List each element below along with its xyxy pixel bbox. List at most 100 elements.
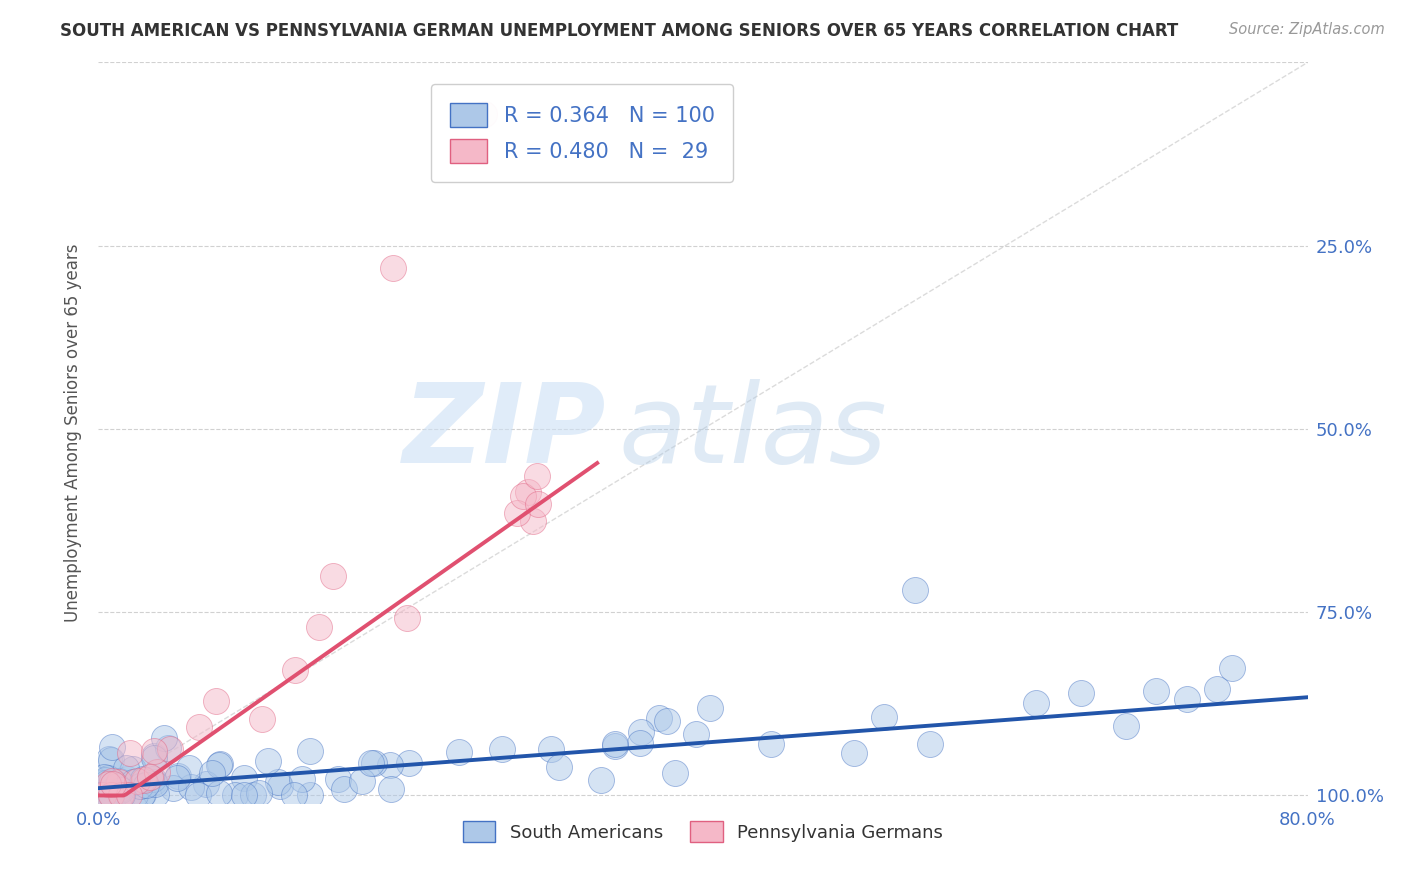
Legend: South Americans, Pennsylvania Germans: South Americans, Pennsylvania Germans <box>456 814 950 849</box>
Point <box>548 759 571 773</box>
Point <box>322 568 344 582</box>
Point <box>110 789 132 803</box>
Point <box>655 714 678 729</box>
Point <box>101 774 124 789</box>
Point <box>1115 719 1137 733</box>
Point <box>522 515 544 529</box>
Point <box>360 756 382 771</box>
Point <box>108 775 131 789</box>
Point <box>603 737 626 751</box>
Point <box>257 754 280 768</box>
Point <box>242 789 264 803</box>
Point <box>1220 661 1243 675</box>
Point <box>299 789 322 803</box>
Point <box>449 745 471 759</box>
Point <box>100 789 122 803</box>
Point <box>180 780 202 794</box>
Point <box>250 712 273 726</box>
Point <box>1175 691 1198 706</box>
Point <box>162 780 184 795</box>
Point <box>378 758 401 772</box>
Point <box>98 784 121 798</box>
Point <box>177 761 200 775</box>
Point <box>269 779 291 793</box>
Point <box>108 778 131 792</box>
Point <box>904 583 927 598</box>
Point <box>153 731 176 745</box>
Point <box>91 789 114 803</box>
Point <box>132 772 155 787</box>
Text: atlas: atlas <box>619 379 887 486</box>
Point <box>142 751 165 765</box>
Point <box>333 782 356 797</box>
Point <box>540 741 562 756</box>
Point <box>145 787 167 801</box>
Point <box>233 789 256 803</box>
Point <box>664 766 686 780</box>
Point <box>187 789 209 803</box>
Point <box>205 694 228 708</box>
Point <box>1206 681 1229 696</box>
Point <box>89 780 111 794</box>
Point <box>115 772 138 787</box>
Point <box>120 746 142 760</box>
Point <box>208 757 231 772</box>
Point <box>628 736 651 750</box>
Point <box>685 726 707 740</box>
Point <box>284 663 307 677</box>
Point <box>101 773 124 788</box>
Point <box>873 710 896 724</box>
Point <box>224 788 246 802</box>
Point <box>516 485 538 500</box>
Point <box>512 489 534 503</box>
Point <box>159 742 181 756</box>
Point <box>100 753 122 767</box>
Point <box>918 737 941 751</box>
Point <box>491 742 513 756</box>
Point <box>472 107 495 121</box>
Point <box>291 772 314 786</box>
Point <box>1024 696 1046 710</box>
Point <box>128 780 150 794</box>
Point <box>526 469 548 483</box>
Point <box>630 725 652 739</box>
Point <box>350 773 373 788</box>
Point <box>90 789 112 803</box>
Point <box>139 770 162 784</box>
Point <box>135 778 157 792</box>
Text: SOUTH AMERICAN VS PENNSYLVANIA GERMAN UNEMPLOYMENT AMONG SENIORS OVER 65 YEARS C: SOUTH AMERICAN VS PENNSYLVANIA GERMAN UN… <box>59 22 1178 40</box>
Point <box>208 756 231 771</box>
Point <box>110 783 132 797</box>
Point <box>97 780 120 795</box>
Text: ZIP: ZIP <box>402 379 606 486</box>
Point <box>247 786 270 800</box>
Point <box>308 620 330 634</box>
Point <box>167 768 190 782</box>
Point <box>90 776 112 790</box>
Point <box>105 779 128 793</box>
Point <box>124 789 146 803</box>
Point <box>131 789 153 803</box>
Point <box>91 789 114 803</box>
Point <box>380 781 402 796</box>
Point <box>132 787 155 801</box>
Point <box>648 710 671 724</box>
Point <box>699 701 721 715</box>
Point <box>298 744 321 758</box>
Point <box>96 771 118 785</box>
Point <box>142 744 165 758</box>
Point <box>132 772 155 787</box>
Point <box>157 741 180 756</box>
Point <box>283 789 305 803</box>
Point <box>100 739 122 754</box>
Point <box>143 775 166 789</box>
Point <box>201 766 224 780</box>
Point <box>96 776 118 790</box>
Point <box>111 789 134 803</box>
Point <box>382 260 405 275</box>
Point <box>326 772 349 787</box>
Point <box>195 777 218 791</box>
Point <box>506 506 529 520</box>
Point <box>108 773 131 788</box>
Point <box>97 752 120 766</box>
